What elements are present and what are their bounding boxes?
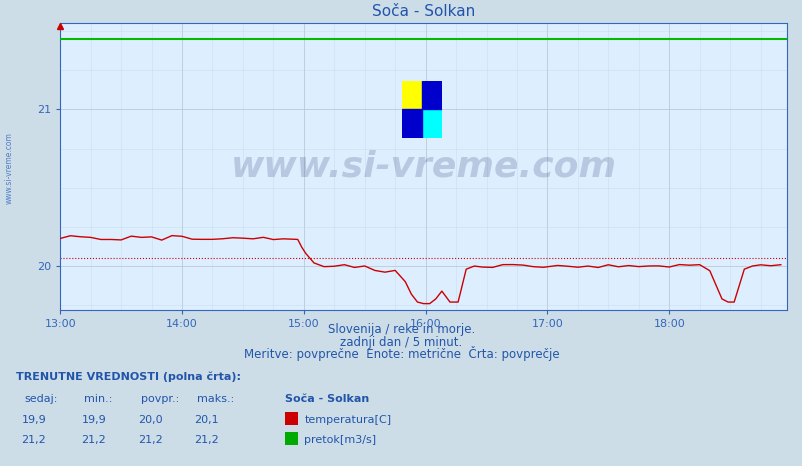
- Polygon shape: [401, 110, 421, 138]
- Text: temperatura[C]: temperatura[C]: [304, 415, 391, 425]
- Text: povpr.:: povpr.:: [140, 394, 179, 404]
- Text: 19,9: 19,9: [82, 415, 106, 425]
- Text: TRENUTNE VREDNOSTI (polna črta):: TRENUTNE VREDNOSTI (polna črta):: [16, 371, 241, 382]
- Text: www.si-vreme.com: www.si-vreme.com: [5, 132, 14, 204]
- Text: 21,2: 21,2: [138, 435, 162, 445]
- Text: Soča - Solkan: Soča - Solkan: [285, 394, 369, 404]
- Polygon shape: [421, 110, 441, 138]
- Text: 21,2: 21,2: [22, 435, 46, 445]
- Polygon shape: [421, 81, 441, 110]
- Text: Slovenija / reke in morje.: Slovenija / reke in morje.: [327, 323, 475, 336]
- Text: min.:: min.:: [84, 394, 112, 404]
- Text: sedaj:: sedaj:: [24, 394, 58, 404]
- Text: www.si-vreme.com: www.si-vreme.com: [230, 150, 616, 184]
- Bar: [401, 81, 421, 110]
- Text: Meritve: povprečne  Enote: metrične  Črta: povprečje: Meritve: povprečne Enote: metrične Črta:…: [243, 346, 559, 361]
- Text: maks.:: maks.:: [196, 394, 233, 404]
- Title: Soča - Solkan: Soča - Solkan: [371, 4, 475, 20]
- Text: 21,2: 21,2: [82, 435, 106, 445]
- Text: 19,9: 19,9: [22, 415, 46, 425]
- Text: 21,2: 21,2: [194, 435, 218, 445]
- Text: 20,1: 20,1: [194, 415, 218, 425]
- Text: pretok[m3/s]: pretok[m3/s]: [304, 435, 376, 445]
- Text: 20,0: 20,0: [138, 415, 162, 425]
- Text: zadnji dan / 5 minut.: zadnji dan / 5 minut.: [340, 336, 462, 349]
